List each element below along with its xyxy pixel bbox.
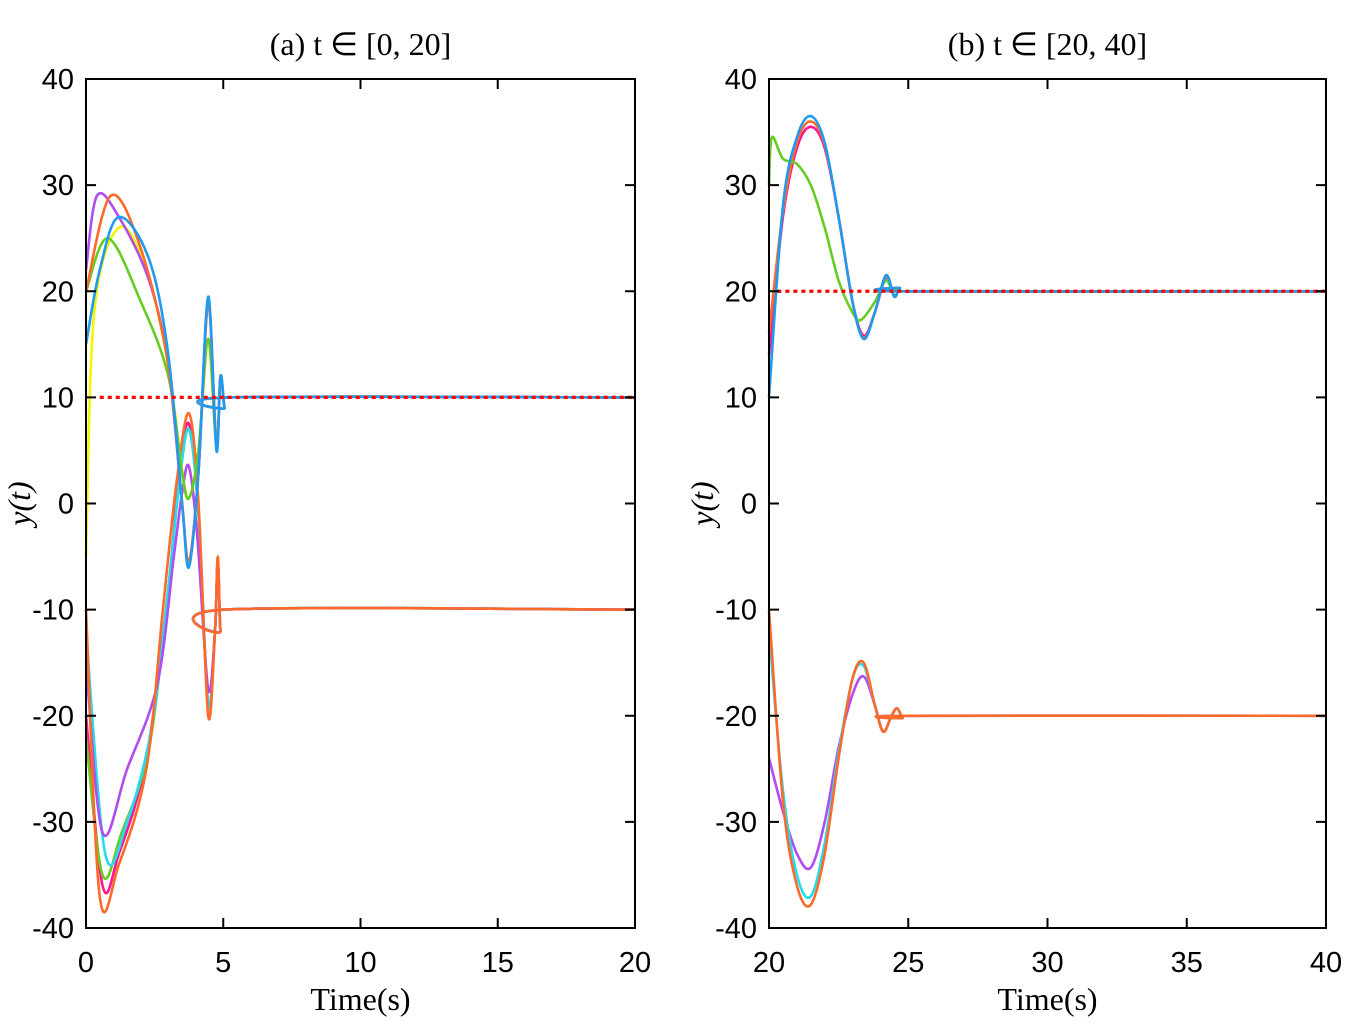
chart-title: (a) t ∈ [0, 20] (270, 26, 452, 62)
y-tick-label: 10 (725, 382, 757, 414)
panel-b: 20 25 30 35 40 40 30 20 10 0 -10 -20 -30 -40 (b) t ∈ [… (684, 26, 1342, 1017)
y-axis-label: y(t) (1, 481, 37, 528)
x-tick-label: 35 (1171, 947, 1203, 979)
y-tick-label: 20 (725, 276, 757, 308)
x-tick-label: 10 (344, 947, 376, 979)
series-line-1 (767, 630, 1327, 899)
panel-a: 0 5 10 15 20 40 30 20 10 0 -10 -20 -30 -40 (a) t ∈ [0,… (1, 26, 651, 1017)
y-tick-label: 10 (42, 382, 74, 414)
x-tick-label: 15 (482, 947, 514, 979)
y-tick-label: -10 (715, 595, 757, 627)
series-line-5 (767, 135, 1327, 322)
x-tick-label: 20 (619, 947, 651, 979)
y-tick-label: 30 (725, 170, 757, 202)
y-tick-label: -10 (32, 595, 74, 627)
series-line-5 (84, 225, 636, 557)
series-line-3 (767, 125, 1327, 356)
x-axis-label: Time(s) (310, 981, 410, 1017)
y-tick-label: -20 (715, 701, 757, 733)
x-tick-label: 0 (78, 947, 94, 979)
x-axis-label: Time(s) (997, 981, 1097, 1017)
x-tick-label: 30 (1031, 947, 1063, 979)
y-tick-label: 40 (725, 64, 757, 96)
y-tick-label: 30 (42, 170, 74, 202)
y-tick-label: -20 (32, 701, 74, 733)
y-tick-label: 20 (42, 276, 74, 308)
series-line-2 (767, 609, 1327, 908)
series-line-0 (84, 421, 636, 895)
x-tick-label: 25 (892, 947, 924, 979)
y-tick-label: 0 (58, 489, 74, 521)
y-tick-label: -30 (715, 807, 757, 839)
y-tick-label: -40 (715, 913, 757, 945)
series-line-4 (84, 411, 636, 914)
series-line-3 (84, 463, 636, 837)
y-tick-label: -40 (32, 913, 74, 945)
y-axis-label: y(t) (684, 481, 720, 528)
series-line-2 (84, 427, 636, 867)
y-tick-label: -30 (32, 807, 74, 839)
y-tick-label: 40 (42, 64, 74, 96)
series-line-6 (767, 114, 1327, 398)
x-tick-label: 20 (753, 947, 785, 979)
x-tick-label: 5 (215, 947, 231, 979)
y-tick-label: 0 (741, 489, 757, 521)
chart-title: (b) t ∈ [20, 40] (948, 26, 1147, 62)
axes-frame (85, 78, 636, 929)
series-line-0 (767, 674, 1327, 871)
x-tick-label: 40 (1310, 947, 1342, 979)
axes-frame (768, 78, 1327, 929)
series-line-1 (84, 427, 636, 880)
series-line-9 (84, 215, 636, 569)
